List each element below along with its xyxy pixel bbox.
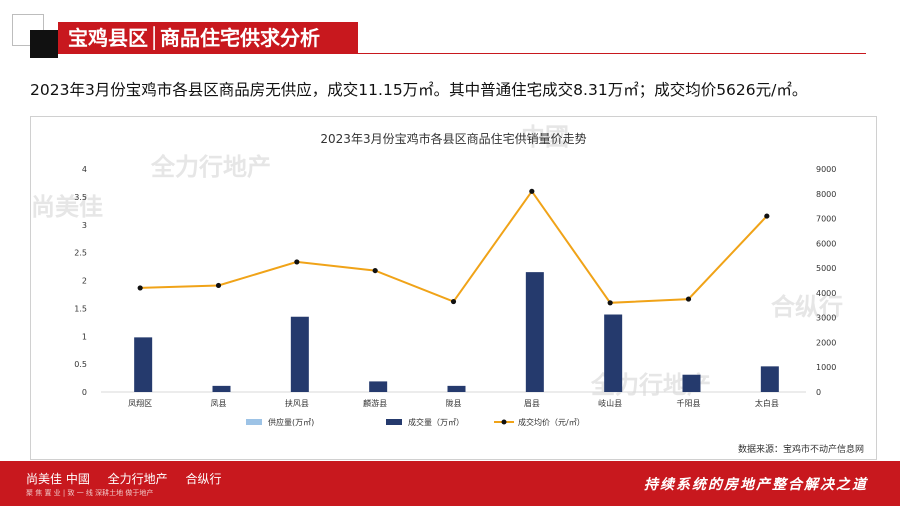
- price-point: [685, 296, 692, 302]
- bar-1: [212, 385, 231, 392]
- bar-1: [290, 316, 309, 392]
- price-point: [294, 259, 300, 265]
- y-left-tick-label: 3: [82, 221, 87, 230]
- y-left-tick-label: 0.5: [74, 360, 87, 369]
- footer-logo: 合纵行: [185, 472, 222, 486]
- decorative-square: [30, 30, 58, 58]
- footer-subtext: 聚 焦 置 业 | 致 一 线 深耕土地 做于地产: [26, 489, 154, 497]
- price-point: [215, 282, 222, 289]
- legend-swatch: [246, 419, 262, 425]
- y-left-tick-label: 2: [82, 277, 87, 286]
- bar-1: [760, 366, 779, 392]
- footer-slogan: 持续系统的房地产整合解决之道: [644, 477, 868, 493]
- y-left-tick-label: 0: [82, 388, 87, 397]
- watermark-logo: 全力行地产: [151, 153, 271, 181]
- y-right-tick-label: 7000: [816, 215, 836, 224]
- chart-panel: 尚美佳 全力行地产 中國 全力行地产 合纵行 2023年3月份宝鸡市各县区商品住…: [30, 116, 877, 460]
- watermark-logo: 合纵行: [771, 293, 843, 321]
- bar-1: [604, 314, 623, 392]
- x-tick-label: 麟游县: [363, 398, 387, 408]
- x-tick-label: 太白县: [755, 398, 779, 408]
- x-tick-label: 扶风县: [285, 398, 309, 408]
- y-left-tick-label: 1: [82, 332, 87, 341]
- y-right-tick-label: 5000: [816, 264, 836, 273]
- bar-1: [682, 374, 701, 392]
- y-right-tick-label: 4000: [816, 289, 836, 298]
- page-title: 宝鸡县区│商品住宅供求分析: [68, 26, 321, 50]
- bar-1: [134, 337, 153, 392]
- price-point: [607, 300, 613, 306]
- y-left-tick-label: 4: [82, 165, 87, 174]
- y-right-tick-label: 9000: [816, 165, 836, 174]
- x-tick-label: 凤县: [211, 399, 227, 408]
- bar-1: [369, 381, 388, 392]
- legend-label: 供应量(万㎡): [268, 417, 314, 427]
- header-bar: [58, 22, 358, 54]
- x-tick-label: 岐山县: [598, 398, 622, 408]
- y-left-tick-label: 3.5: [74, 193, 87, 202]
- y-right-tick-label: 2000: [816, 338, 836, 347]
- x-tick-label: 眉县: [524, 399, 540, 408]
- y-right-tick-label: 0: [816, 388, 821, 397]
- x-tick-label: 陇县: [446, 398, 462, 408]
- watermark-logo: 中國: [521, 123, 569, 151]
- y-right-tick-label: 6000: [816, 239, 836, 248]
- footer-bar: 尚美佳 中國 全力行地产 合纵行 聚 焦 置 业 | 致 一 线 深耕土地 做于…: [0, 461, 900, 506]
- header-underline: [358, 53, 866, 54]
- chart-title: 2023年3月份宝鸡市各县区商品住宅供销量价走势: [320, 132, 587, 146]
- data-source: 数据来源：宝鸡市不动产信息网: [737, 445, 864, 455]
- price-point: [764, 213, 770, 219]
- bar-1: [447, 385, 466, 392]
- x-tick-label: 千阳县: [677, 398, 701, 408]
- price-point: [529, 188, 535, 194]
- price-point: [450, 298, 457, 305]
- legend-label: 成交量（万㎡）: [408, 417, 464, 427]
- x-tick-label: 凤翔区: [128, 398, 152, 408]
- legend-label: 成交均价（元/㎡）: [518, 417, 585, 427]
- footer-logo: 尚美佳 中國: [26, 472, 90, 486]
- legend-swatch: [501, 419, 507, 425]
- y-right-tick-label: 1000: [816, 363, 836, 372]
- bar-1: [525, 272, 544, 392]
- y-right-tick-label: 8000: [816, 190, 836, 199]
- watermark-logo: 尚美佳: [31, 193, 103, 221]
- price-point: [372, 267, 378, 274]
- footer-logos: 尚美佳 中國 全力行地产 合纵行: [26, 470, 236, 487]
- y-right-tick-label: 3000: [816, 314, 836, 323]
- price-point: [137, 285, 143, 291]
- y-left-tick-label: 2.5: [74, 249, 87, 258]
- y-left-tick-label: 1.5: [74, 304, 87, 313]
- price-line: [140, 189, 768, 304]
- chart-plot: 0 0.5 1 1.5 2 2.5 3 3.5 4 0 1000 2000 3000 4000 5000 60…: [74, 165, 836, 427]
- footer-logo: 全力行地产: [107, 472, 168, 486]
- legend-swatch: [386, 419, 402, 425]
- summary-text: 2023年3月份宝鸡市各县区商品房无供应，成交11.15万㎡。其中普通住宅成交8…: [30, 81, 808, 99]
